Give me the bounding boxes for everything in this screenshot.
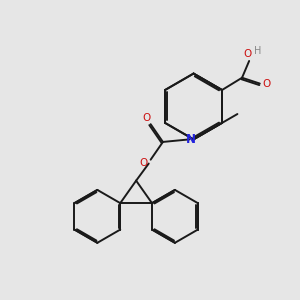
Text: O: O	[263, 79, 271, 88]
Text: O: O	[140, 158, 148, 168]
Text: H: H	[254, 46, 262, 56]
Text: O: O	[142, 113, 151, 123]
Text: O: O	[243, 49, 252, 59]
Text: N: N	[186, 133, 196, 146]
